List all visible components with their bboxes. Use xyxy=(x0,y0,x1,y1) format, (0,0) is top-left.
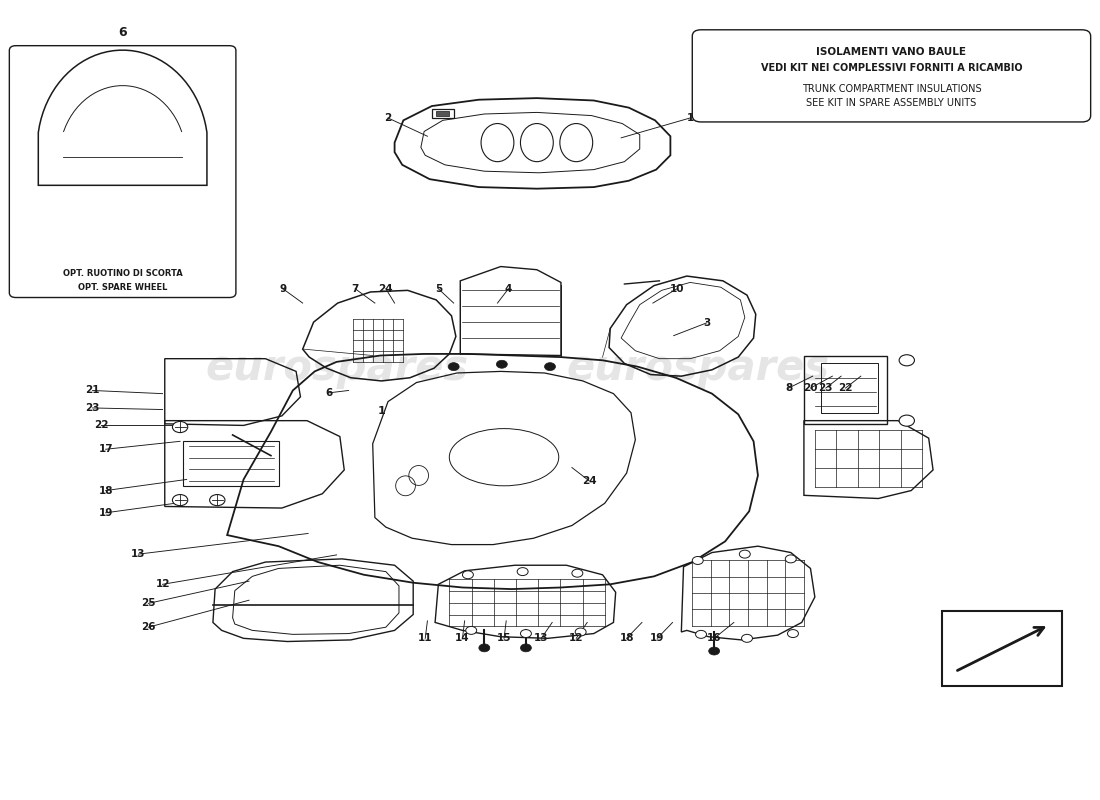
Circle shape xyxy=(575,628,586,636)
Circle shape xyxy=(173,422,188,433)
Circle shape xyxy=(465,626,476,634)
Text: 1: 1 xyxy=(377,406,385,416)
Text: 9: 9 xyxy=(279,284,286,294)
Text: 18: 18 xyxy=(619,634,634,643)
Text: 16: 16 xyxy=(707,634,722,643)
Text: OPT. SPARE WHEEL: OPT. SPARE WHEEL xyxy=(78,283,167,292)
Circle shape xyxy=(520,630,531,638)
Text: 4: 4 xyxy=(505,284,513,294)
Text: 6: 6 xyxy=(119,26,126,38)
Bar xyxy=(437,111,449,116)
Text: VEDI KIT NEI COMPLESSIVI FORNITI A RICAMBIO: VEDI KIT NEI COMPLESSIVI FORNITI A RICAM… xyxy=(761,63,1022,73)
Circle shape xyxy=(788,630,799,638)
Text: 5: 5 xyxy=(434,284,442,294)
Circle shape xyxy=(692,557,703,565)
Text: SEE KIT IN SPARE ASSEMBLY UNITS: SEE KIT IN SPARE ASSEMBLY UNITS xyxy=(806,98,977,108)
Circle shape xyxy=(520,644,531,652)
Circle shape xyxy=(517,568,528,575)
Text: 11: 11 xyxy=(418,634,432,643)
Circle shape xyxy=(785,555,796,563)
Text: 14: 14 xyxy=(455,634,470,643)
FancyBboxPatch shape xyxy=(692,30,1091,122)
Text: 3: 3 xyxy=(703,318,711,328)
Circle shape xyxy=(899,415,914,426)
Text: 13: 13 xyxy=(534,634,549,643)
Circle shape xyxy=(741,634,752,642)
Text: 19: 19 xyxy=(99,508,113,518)
Circle shape xyxy=(448,362,459,370)
Text: 8: 8 xyxy=(785,383,792,393)
Text: 21: 21 xyxy=(86,386,100,395)
Text: 19: 19 xyxy=(650,634,664,643)
Text: 13: 13 xyxy=(131,549,145,559)
Text: TRUNK COMPARTMENT INSULATIONS: TRUNK COMPARTMENT INSULATIONS xyxy=(802,84,981,94)
Text: 20: 20 xyxy=(803,383,817,393)
Circle shape xyxy=(572,570,583,577)
Text: 22: 22 xyxy=(838,383,853,393)
Circle shape xyxy=(695,630,706,638)
Text: 17: 17 xyxy=(98,444,113,454)
Text: 7: 7 xyxy=(352,284,359,294)
FancyBboxPatch shape xyxy=(9,46,235,298)
Circle shape xyxy=(478,644,490,652)
Text: 12: 12 xyxy=(155,579,169,590)
Text: 25: 25 xyxy=(141,598,155,608)
Text: 23: 23 xyxy=(86,403,100,413)
Circle shape xyxy=(173,494,188,506)
Bar xyxy=(942,610,1063,686)
Text: 18: 18 xyxy=(98,486,113,495)
Text: 10: 10 xyxy=(670,284,684,294)
Text: 22: 22 xyxy=(94,421,109,430)
Text: eurospares: eurospares xyxy=(566,347,829,390)
Text: OPT. RUOTINO DI SCORTA: OPT. RUOTINO DI SCORTA xyxy=(63,269,183,278)
Circle shape xyxy=(544,362,556,370)
Circle shape xyxy=(708,647,719,655)
Text: 15: 15 xyxy=(497,634,512,643)
Text: eurospares: eurospares xyxy=(205,347,469,390)
Text: 2: 2 xyxy=(384,113,392,123)
Text: 1: 1 xyxy=(686,113,694,123)
Text: ISOLAMENTI VANO BAULE: ISOLAMENTI VANO BAULE xyxy=(816,47,967,58)
Circle shape xyxy=(210,494,224,506)
Text: 12: 12 xyxy=(569,634,583,643)
Text: 26: 26 xyxy=(141,622,155,632)
Text: 6: 6 xyxy=(326,388,332,398)
Text: 24: 24 xyxy=(378,284,393,294)
Circle shape xyxy=(899,354,914,366)
Circle shape xyxy=(739,550,750,558)
Text: 24: 24 xyxy=(582,476,596,486)
Text: 23: 23 xyxy=(818,383,833,393)
Circle shape xyxy=(496,360,507,368)
Circle shape xyxy=(462,571,473,578)
